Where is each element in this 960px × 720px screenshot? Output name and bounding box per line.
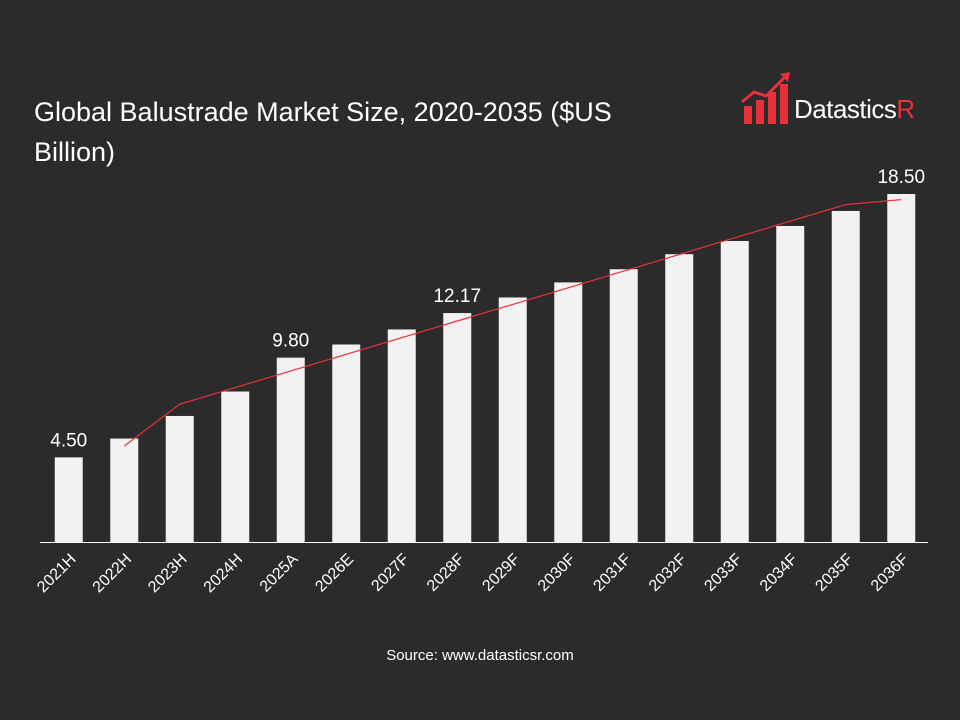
bar xyxy=(443,313,472,542)
bar xyxy=(498,297,527,542)
bar xyxy=(110,438,139,542)
x-tick-label: 2033F xyxy=(701,551,745,595)
bar xyxy=(887,194,916,542)
bar xyxy=(221,391,250,542)
bar xyxy=(831,210,860,542)
source-note: Source: www.datasticsr.com xyxy=(386,647,574,664)
bar xyxy=(665,254,694,543)
bar xyxy=(387,329,416,542)
x-tick-label: 2034F xyxy=(757,551,801,595)
data-label: 9.80 xyxy=(272,331,309,352)
x-tick-label: 2025A xyxy=(257,551,302,596)
x-tick-label: 2036F xyxy=(868,551,912,595)
x-tick-label: 2028F xyxy=(424,551,468,595)
data-label: 18.50 xyxy=(877,167,925,188)
x-tick-label: 2029F xyxy=(479,551,523,595)
chart-growth-icon xyxy=(741,72,790,124)
brand-logo: DatasticsR xyxy=(740,72,920,132)
chart-title: Global Balustrade Market Size, 2020-2035… xyxy=(34,97,612,167)
x-tick-label: 2035F xyxy=(812,551,856,595)
brand-name-main: Datastics xyxy=(794,94,897,124)
bar xyxy=(776,225,805,542)
brand-name-accent: R xyxy=(896,94,915,124)
x-tick-label: 2030F xyxy=(535,551,579,595)
bar xyxy=(609,269,638,542)
bar xyxy=(276,357,305,542)
x-tick-label: 2031F xyxy=(590,551,634,595)
x-tick-label: 2032F xyxy=(646,551,690,595)
x-tick-label: 2024H xyxy=(201,551,246,596)
bar xyxy=(165,415,194,542)
brand-name: DatasticsR xyxy=(794,94,915,125)
x-tick-label: 2022H xyxy=(90,551,135,596)
bar xyxy=(554,282,583,542)
trend-line xyxy=(123,199,902,447)
x-tick-label: 2021H xyxy=(34,551,79,596)
bar xyxy=(54,457,83,542)
x-tick-label: 2027F xyxy=(368,551,412,595)
bar xyxy=(332,344,361,542)
x-tick-label: 2026E xyxy=(312,551,357,596)
data-label: 12.17 xyxy=(433,286,481,307)
data-label: 4.50 xyxy=(50,430,87,451)
x-tick-label: 2023H xyxy=(145,551,190,596)
bar xyxy=(720,241,749,542)
